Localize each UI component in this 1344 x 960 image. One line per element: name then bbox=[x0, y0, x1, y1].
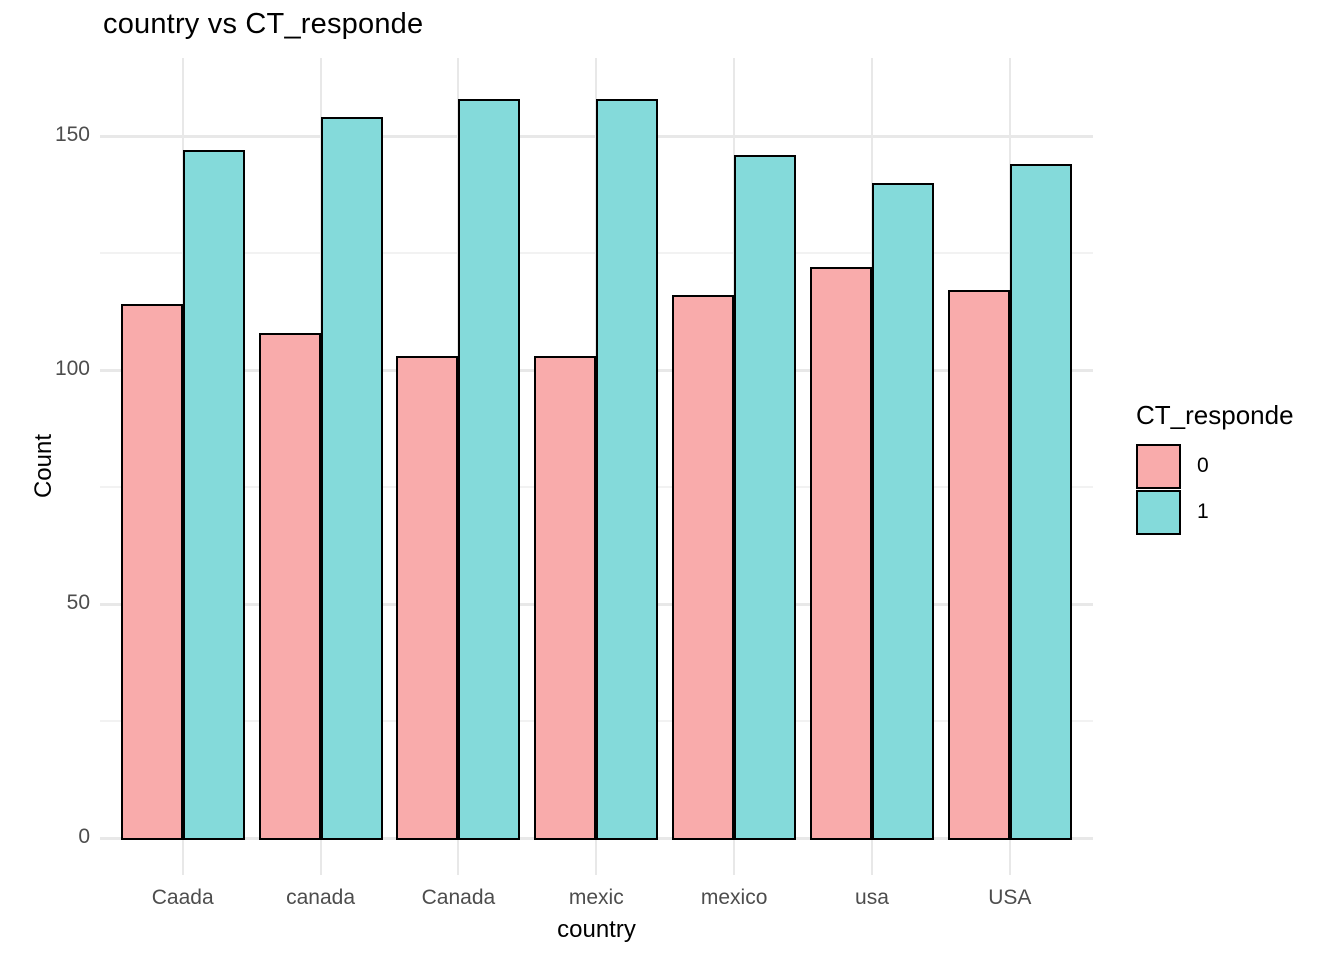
bar-Caada-0 bbox=[120, 304, 183, 840]
plot-panel bbox=[100, 58, 1093, 875]
y-tick-label: 0 bbox=[78, 825, 90, 848]
legend-item-1-label: 1 bbox=[1197, 500, 1209, 523]
x-tick-label: usa bbox=[855, 886, 889, 909]
legend: CT_responde 0 1 bbox=[1136, 400, 1294, 535]
x-axis-title: country bbox=[557, 916, 636, 943]
chart-title: country vs CT_responde bbox=[103, 8, 424, 40]
bar-mexic-0 bbox=[534, 355, 597, 840]
bar-canada-1 bbox=[320, 117, 383, 840]
bar-usa-1 bbox=[871, 182, 934, 840]
legend-items: 0 1 bbox=[1136, 443, 1294, 535]
bar-usa-0 bbox=[809, 267, 872, 840]
bar-USA-0 bbox=[947, 290, 1010, 840]
bar-Canada-1 bbox=[458, 98, 521, 840]
bar-mexico-1 bbox=[734, 154, 797, 840]
bar-USA-1 bbox=[1009, 164, 1072, 840]
bar-mexico-0 bbox=[672, 295, 735, 840]
bar-canada-0 bbox=[258, 332, 321, 840]
legend-item-0-label: 0 bbox=[1197, 454, 1209, 477]
y-tick-label: 100 bbox=[54, 357, 90, 380]
legend-item-0: 0 bbox=[1136, 443, 1294, 489]
legend-key-0-swatch bbox=[1136, 443, 1181, 489]
x-tick-label: canada bbox=[286, 886, 356, 909]
x-tick-label: Caada bbox=[151, 886, 214, 909]
legend-title: CT_responde bbox=[1136, 400, 1294, 430]
bar-Canada-0 bbox=[396, 355, 459, 840]
y-tick-label: 50 bbox=[66, 591, 90, 614]
x-tick-label: mexic bbox=[568, 886, 624, 909]
x-tick-label: Canada bbox=[421, 886, 496, 909]
legend-item-1: 1 bbox=[1136, 489, 1294, 535]
y-tick-label: 150 bbox=[54, 123, 90, 146]
x-tick-label: mexico bbox=[700, 886, 768, 909]
bar-mexic-1 bbox=[596, 98, 659, 840]
bar-Caada-1 bbox=[182, 150, 245, 840]
y-axis-title: Count bbox=[30, 433, 58, 499]
legend-key-1-swatch bbox=[1136, 489, 1181, 535]
x-tick-label: USA bbox=[988, 886, 1032, 909]
